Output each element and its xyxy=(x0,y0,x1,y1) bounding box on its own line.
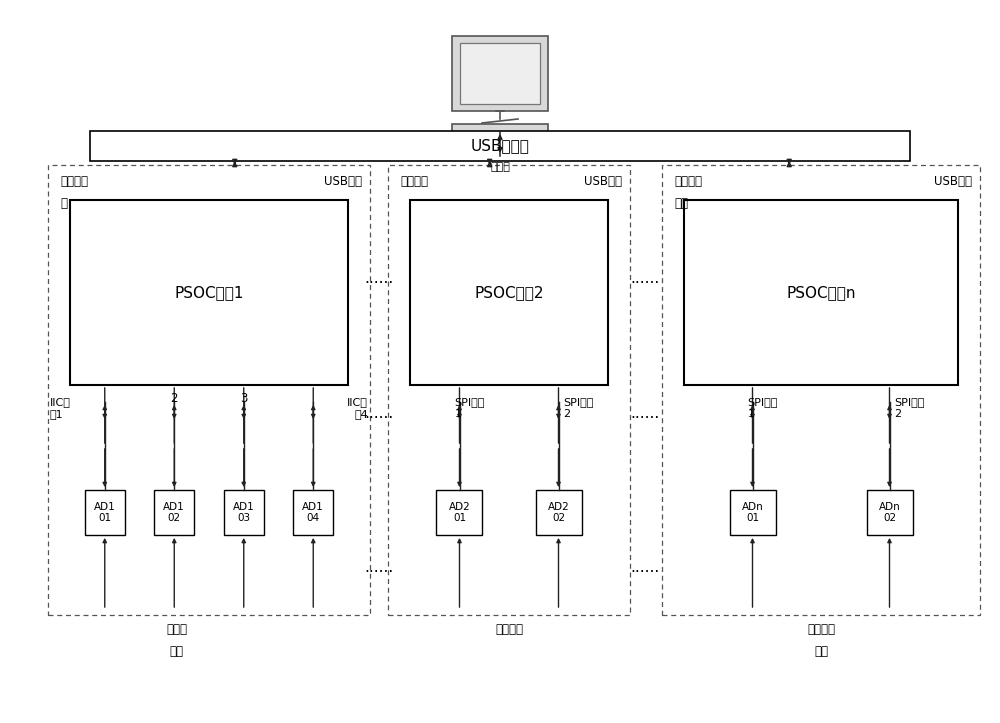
Text: 力子模块: 力子模块 xyxy=(400,175,428,188)
Text: SPI接口
1: SPI接口 1 xyxy=(454,397,485,419)
Text: AD1
01: AD1 01 xyxy=(94,502,116,523)
Text: SPI接口
2: SPI接口 2 xyxy=(564,397,594,419)
Text: 2: 2 xyxy=(171,392,178,405)
Text: 感器: 感器 xyxy=(814,645,828,658)
Bar xyxy=(154,490,194,535)
Text: 力传感器: 力传感器 xyxy=(495,623,523,636)
Text: AD1
04: AD1 04 xyxy=(302,502,324,523)
Text: PSOC模块2: PSOC模块2 xyxy=(474,285,544,300)
Text: USB集线器: USB集线器 xyxy=(471,139,529,153)
Bar xyxy=(460,131,478,142)
Text: AD1
02: AD1 02 xyxy=(163,502,185,523)
Text: USB接口: USB接口 xyxy=(934,175,972,188)
Text: ......: ...... xyxy=(630,270,660,286)
Bar xyxy=(70,200,348,385)
Text: USB接口: USB接口 xyxy=(324,175,362,188)
Bar xyxy=(388,165,630,615)
Text: AD2
01: AD2 01 xyxy=(449,502,470,523)
Bar xyxy=(85,490,125,535)
Bar xyxy=(48,165,370,615)
Text: IIC接
口4: IIC接 口4 xyxy=(347,397,368,419)
Text: 感器: 感器 xyxy=(170,645,184,658)
Text: PSOC模块n: PSOC模块n xyxy=(786,285,856,300)
Bar xyxy=(436,490,482,535)
Text: USB接口: USB接口 xyxy=(584,175,622,188)
Text: PSOC模块1: PSOC模块1 xyxy=(174,285,244,300)
Text: 块: 块 xyxy=(60,197,67,210)
Text: 3: 3 xyxy=(240,392,247,405)
Text: AD2
02: AD2 02 xyxy=(548,502,569,523)
Text: AD1
03: AD1 03 xyxy=(233,502,255,523)
Text: ADn
01: ADn 01 xyxy=(742,502,763,523)
Text: 触觉子模: 触觉子模 xyxy=(60,175,88,188)
Bar xyxy=(867,490,913,535)
Bar xyxy=(684,200,958,385)
Bar xyxy=(90,131,910,161)
Bar xyxy=(662,165,980,615)
Text: ......: ...... xyxy=(630,406,660,421)
Bar xyxy=(536,490,582,535)
Text: ......: ...... xyxy=(630,560,660,576)
Text: 触觉传: 触觉传 xyxy=(166,623,187,636)
Text: ......: ...... xyxy=(364,270,394,286)
Text: 微视觉子: 微视觉子 xyxy=(674,175,702,188)
Text: SPI接口
2: SPI接口 2 xyxy=(895,397,925,419)
Text: ADn
02: ADn 02 xyxy=(879,502,900,523)
Text: 微视觉传: 微视觉传 xyxy=(807,623,835,636)
Bar xyxy=(452,124,548,156)
Bar xyxy=(224,490,264,535)
Text: IIC接
口1: IIC接 口1 xyxy=(50,397,71,419)
Bar xyxy=(490,138,535,146)
Text: ......: ...... xyxy=(364,560,394,576)
Text: SPI接口
1: SPI接口 1 xyxy=(748,397,778,419)
Bar xyxy=(730,490,776,535)
Bar xyxy=(452,36,548,111)
Text: 计算机: 计算机 xyxy=(490,162,510,172)
Bar xyxy=(410,200,608,385)
Bar xyxy=(293,490,333,535)
Text: ......: ...... xyxy=(364,406,394,421)
Bar xyxy=(460,43,540,104)
Text: 模块: 模块 xyxy=(674,197,688,210)
